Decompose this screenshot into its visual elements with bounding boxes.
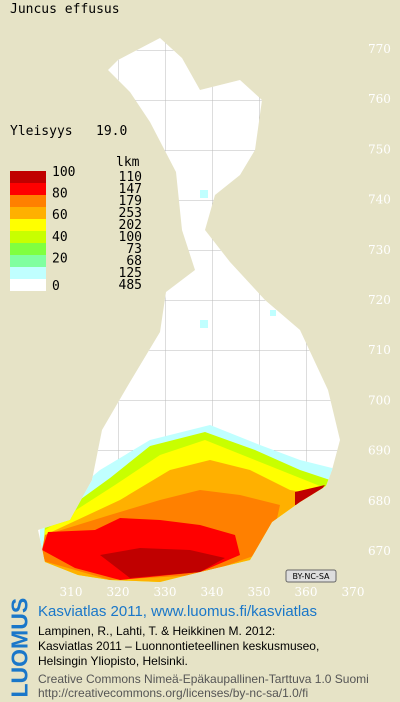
citation: Kasviatlas 2011 – Luonnontieteellinen ke… [38, 639, 320, 653]
x-tick-label: 330 [154, 585, 177, 599]
legend-count: 100 [119, 230, 142, 245]
y-tick-label: 740 [368, 193, 391, 207]
legend-class: 40 [52, 230, 68, 245]
y-tick-label: 700 [368, 393, 391, 407]
y-tick-label: 730 [368, 243, 391, 257]
x-tick-label: 360 [295, 585, 318, 599]
license-badge-box [285, 569, 337, 583]
finland [38, 38, 340, 582]
y-tick-label: 680 [368, 494, 391, 508]
ticks: 770 760 750 740 730 720 710 700 690 680 670 310 320 3… [60, 42, 391, 599]
x-tick-label: 370 [342, 585, 365, 599]
legend-count: 253 [119, 206, 142, 221]
headline: Kasviatlas 2011, www.luomus.fi/kasviatla… [38, 603, 318, 620]
license: Creative Commons Nimeä-Epäkaupallinen-Ta… [38, 672, 369, 686]
legend-class: 100 [52, 165, 75, 180]
citation: Lampinen, R., Lahti, T. & Heikkinen M. 2… [38, 624, 276, 638]
species: Juncus effusus [10, 2, 120, 17]
legend-count: 125 [119, 266, 142, 281]
legend-swatch [10, 219, 46, 231]
map: Juncus effusus Yleisyys 19.0 lkm 1101471… [10, 2, 391, 599]
x-tick-label: 320 [107, 585, 130, 599]
license-badge: BY-NC-SA [292, 572, 330, 581]
legend-count: 179 [119, 194, 142, 209]
legend-swatch [10, 231, 46, 243]
frequency-value: 19.0 [96, 124, 127, 139]
legend-swatch [10, 171, 46, 183]
logo-box: LUOMUS [4, 597, 34, 700]
x-tick-label: 350 [248, 585, 271, 599]
legend-count: 68 [126, 254, 142, 269]
legend-swatch [10, 183, 46, 195]
y-tick-label: 670 [368, 544, 391, 558]
legend-count: 202 [119, 218, 142, 233]
legend-class: 80 [52, 187, 68, 202]
legend-count: 485 [119, 278, 142, 293]
legend-swatch [10, 207, 46, 219]
frequency-label: Yleisyys [10, 124, 73, 139]
legend-class: 20 [52, 251, 68, 266]
x-tick-label: 340 [201, 585, 224, 599]
y-tick-label: 760 [368, 92, 391, 106]
legend-swatch [10, 195, 46, 207]
legend-class: 60 [52, 208, 68, 223]
y-tick-label: 690 [368, 444, 391, 458]
legend-count: 73 [126, 242, 142, 257]
y-tick-label: 710 [368, 343, 391, 357]
count-header: lkm [116, 155, 140, 170]
y-tick-label: 770 [368, 42, 391, 56]
x-tick-label: 310 [60, 585, 83, 599]
legend-swatch [10, 279, 46, 291]
citation: Helsingin Yliopisto, Helsinki. [38, 654, 188, 668]
legend-count: 110 [119, 170, 142, 185]
legend-swatch [10, 243, 46, 255]
license-url: http://creativecommons.org/licenses/by-n… [38, 686, 309, 700]
legend-count: 147 [119, 182, 142, 197]
y-tick-label: 720 [368, 293, 391, 307]
legend-swatch [10, 255, 46, 267]
y-tick-label: 750 [368, 142, 391, 156]
logo: LUOMUS [6, 597, 33, 698]
legend-class: 0 [52, 279, 60, 294]
legend-swatch [10, 267, 46, 279]
